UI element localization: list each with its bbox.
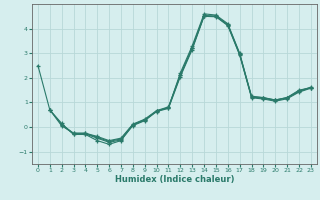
X-axis label: Humidex (Indice chaleur): Humidex (Indice chaleur)	[115, 175, 234, 184]
